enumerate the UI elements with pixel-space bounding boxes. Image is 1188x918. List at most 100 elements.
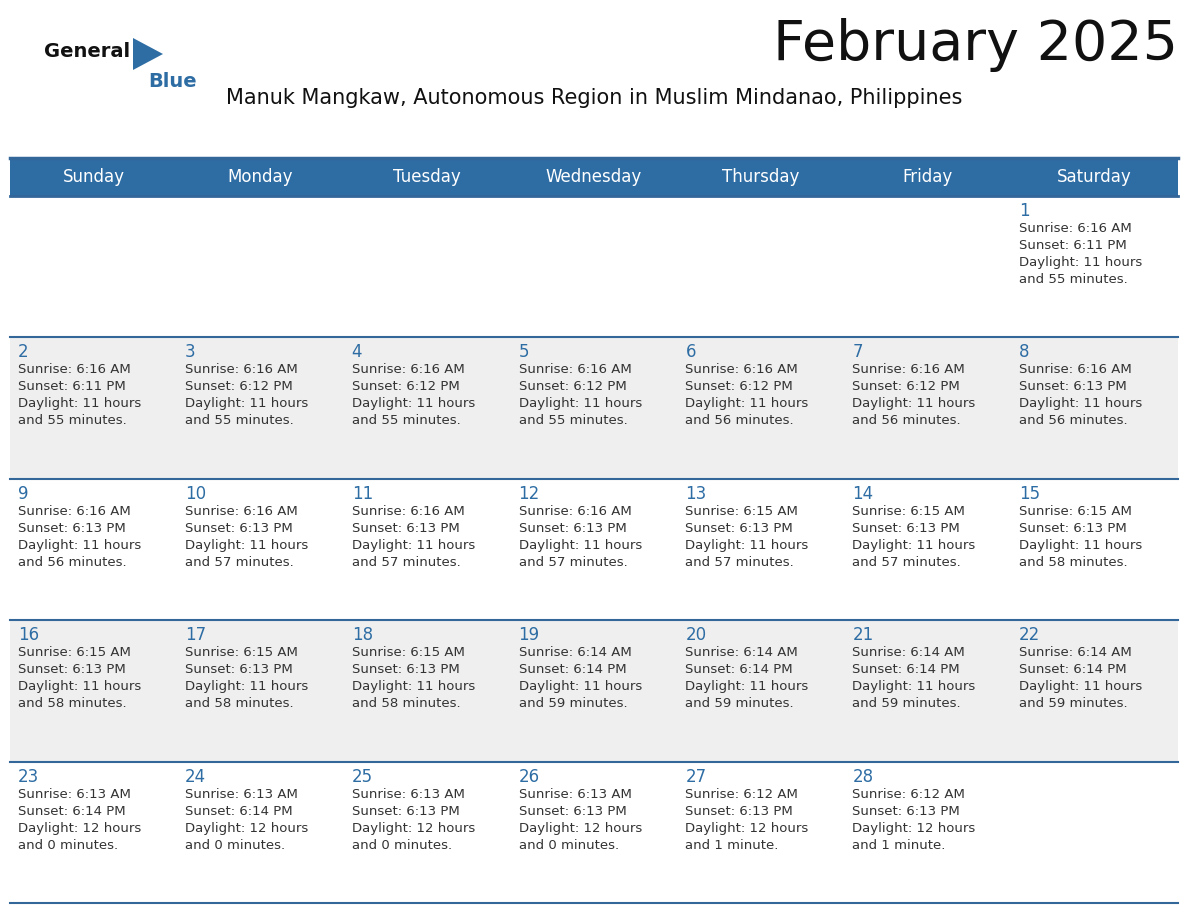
Text: 25: 25 <box>352 767 373 786</box>
Bar <box>10 762 1178 903</box>
Text: and 55 minutes.: and 55 minutes. <box>18 414 127 428</box>
Text: 10: 10 <box>185 485 206 503</box>
Text: Daylight: 11 hours: Daylight: 11 hours <box>1019 397 1143 410</box>
Text: and 58 minutes.: and 58 minutes. <box>1019 555 1127 569</box>
Text: and 55 minutes.: and 55 minutes. <box>519 414 627 428</box>
Text: Sunrise: 6:14 AM: Sunrise: 6:14 AM <box>519 646 631 659</box>
Text: and 0 minutes.: and 0 minutes. <box>519 839 619 852</box>
Text: Sunrise: 6:13 AM: Sunrise: 6:13 AM <box>519 788 632 800</box>
Text: Sunrise: 6:15 AM: Sunrise: 6:15 AM <box>18 646 131 659</box>
Text: Sunset: 6:13 PM: Sunset: 6:13 PM <box>852 521 960 535</box>
Text: and 55 minutes.: and 55 minutes. <box>185 414 293 428</box>
Text: Sunrise: 6:15 AM: Sunrise: 6:15 AM <box>1019 505 1132 518</box>
Text: Daylight: 11 hours: Daylight: 11 hours <box>852 397 975 410</box>
Text: Sunset: 6:11 PM: Sunset: 6:11 PM <box>1019 239 1127 252</box>
Text: Sunrise: 6:16 AM: Sunrise: 6:16 AM <box>852 364 965 376</box>
Text: Sunset: 6:13 PM: Sunset: 6:13 PM <box>519 521 626 535</box>
Text: and 57 minutes.: and 57 minutes. <box>852 555 961 569</box>
Text: 14: 14 <box>852 485 873 503</box>
Text: General: General <box>44 42 129 61</box>
Text: Sunset: 6:13 PM: Sunset: 6:13 PM <box>352 804 460 818</box>
Text: Sunset: 6:12 PM: Sunset: 6:12 PM <box>519 380 626 394</box>
Text: Sunset: 6:12 PM: Sunset: 6:12 PM <box>352 380 460 394</box>
Text: Daylight: 11 hours: Daylight: 11 hours <box>519 680 642 693</box>
Text: and 56 minutes.: and 56 minutes. <box>852 414 961 428</box>
Text: Daylight: 11 hours: Daylight: 11 hours <box>519 539 642 552</box>
Text: Sunrise: 6:16 AM: Sunrise: 6:16 AM <box>685 364 798 376</box>
Text: Sunset: 6:12 PM: Sunset: 6:12 PM <box>685 380 794 394</box>
Text: 20: 20 <box>685 626 707 644</box>
Text: 19: 19 <box>519 626 539 644</box>
Text: Sunrise: 6:15 AM: Sunrise: 6:15 AM <box>185 646 298 659</box>
Text: Sunrise: 6:12 AM: Sunrise: 6:12 AM <box>685 788 798 800</box>
Text: Daylight: 12 hours: Daylight: 12 hours <box>685 822 809 834</box>
Text: 15: 15 <box>1019 485 1041 503</box>
Text: Sunset: 6:12 PM: Sunset: 6:12 PM <box>852 380 960 394</box>
Text: and 1 minute.: and 1 minute. <box>685 839 779 852</box>
Text: Sunrise: 6:16 AM: Sunrise: 6:16 AM <box>1019 222 1132 235</box>
Text: Sunrise: 6:15 AM: Sunrise: 6:15 AM <box>852 505 965 518</box>
Text: Manuk Mangkaw, Autonomous Region in Muslim Mindanao, Philippines: Manuk Mangkaw, Autonomous Region in Musl… <box>226 88 962 108</box>
Text: Sunset: 6:11 PM: Sunset: 6:11 PM <box>18 380 126 394</box>
Text: Sunrise: 6:16 AM: Sunrise: 6:16 AM <box>18 505 131 518</box>
Text: Sunset: 6:14 PM: Sunset: 6:14 PM <box>1019 663 1126 677</box>
Text: 12: 12 <box>519 485 539 503</box>
Text: and 59 minutes.: and 59 minutes. <box>1019 697 1127 711</box>
Text: and 55 minutes.: and 55 minutes. <box>352 414 461 428</box>
Text: 9: 9 <box>18 485 29 503</box>
Text: 13: 13 <box>685 485 707 503</box>
Text: Sunset: 6:14 PM: Sunset: 6:14 PM <box>685 663 794 677</box>
Text: Sunset: 6:13 PM: Sunset: 6:13 PM <box>519 804 626 818</box>
Text: and 1 minute.: and 1 minute. <box>852 839 946 852</box>
Text: Daylight: 11 hours: Daylight: 11 hours <box>18 397 141 410</box>
Text: and 59 minutes.: and 59 minutes. <box>852 697 961 711</box>
Text: Saturday: Saturday <box>1057 168 1132 186</box>
Text: Sunrise: 6:13 AM: Sunrise: 6:13 AM <box>352 788 465 800</box>
Text: Monday: Monday <box>228 168 293 186</box>
Text: Sunrise: 6:16 AM: Sunrise: 6:16 AM <box>18 364 131 376</box>
Text: Daylight: 11 hours: Daylight: 11 hours <box>352 680 475 693</box>
Text: Daylight: 12 hours: Daylight: 12 hours <box>185 822 308 834</box>
Text: and 56 minutes.: and 56 minutes. <box>685 414 794 428</box>
Text: Sunrise: 6:14 AM: Sunrise: 6:14 AM <box>852 646 965 659</box>
Text: Sunrise: 6:12 AM: Sunrise: 6:12 AM <box>852 788 965 800</box>
Text: Daylight: 11 hours: Daylight: 11 hours <box>18 539 141 552</box>
Text: Daylight: 11 hours: Daylight: 11 hours <box>685 680 809 693</box>
Text: Daylight: 11 hours: Daylight: 11 hours <box>1019 256 1143 269</box>
Text: and 57 minutes.: and 57 minutes. <box>185 555 293 569</box>
Text: 16: 16 <box>18 626 39 644</box>
Text: and 55 minutes.: and 55 minutes. <box>1019 273 1127 286</box>
Text: Sunset: 6:13 PM: Sunset: 6:13 PM <box>685 804 794 818</box>
Text: and 57 minutes.: and 57 minutes. <box>352 555 461 569</box>
Text: 11: 11 <box>352 485 373 503</box>
Text: and 0 minutes.: and 0 minutes. <box>18 839 118 852</box>
Text: Daylight: 11 hours: Daylight: 11 hours <box>685 539 809 552</box>
Text: Sunset: 6:14 PM: Sunset: 6:14 PM <box>852 663 960 677</box>
Text: Sunrise: 6:15 AM: Sunrise: 6:15 AM <box>352 646 465 659</box>
Text: Wednesday: Wednesday <box>545 168 643 186</box>
Text: and 59 minutes.: and 59 minutes. <box>685 697 794 711</box>
Text: Daylight: 11 hours: Daylight: 11 hours <box>519 397 642 410</box>
Text: Sunset: 6:13 PM: Sunset: 6:13 PM <box>18 663 126 677</box>
Text: Sunrise: 6:14 AM: Sunrise: 6:14 AM <box>685 646 798 659</box>
Text: 26: 26 <box>519 767 539 786</box>
Text: Sunrise: 6:16 AM: Sunrise: 6:16 AM <box>352 505 465 518</box>
Text: 3: 3 <box>185 343 196 362</box>
Text: 17: 17 <box>185 626 206 644</box>
Text: 2: 2 <box>18 343 29 362</box>
Text: 6: 6 <box>685 343 696 362</box>
Text: Sunset: 6:13 PM: Sunset: 6:13 PM <box>185 521 292 535</box>
Text: 21: 21 <box>852 626 873 644</box>
Text: 4: 4 <box>352 343 362 362</box>
Text: Sunset: 6:13 PM: Sunset: 6:13 PM <box>352 521 460 535</box>
Text: and 57 minutes.: and 57 minutes. <box>685 555 795 569</box>
Text: 28: 28 <box>852 767 873 786</box>
Bar <box>10 196 1178 338</box>
Text: Sunset: 6:13 PM: Sunset: 6:13 PM <box>185 663 292 677</box>
Text: 7: 7 <box>852 343 862 362</box>
Text: Daylight: 11 hours: Daylight: 11 hours <box>352 539 475 552</box>
Text: Daylight: 12 hours: Daylight: 12 hours <box>852 822 975 834</box>
Text: Friday: Friday <box>903 168 953 186</box>
Text: Sunrise: 6:13 AM: Sunrise: 6:13 AM <box>185 788 298 800</box>
Text: Sunrise: 6:16 AM: Sunrise: 6:16 AM <box>519 505 631 518</box>
